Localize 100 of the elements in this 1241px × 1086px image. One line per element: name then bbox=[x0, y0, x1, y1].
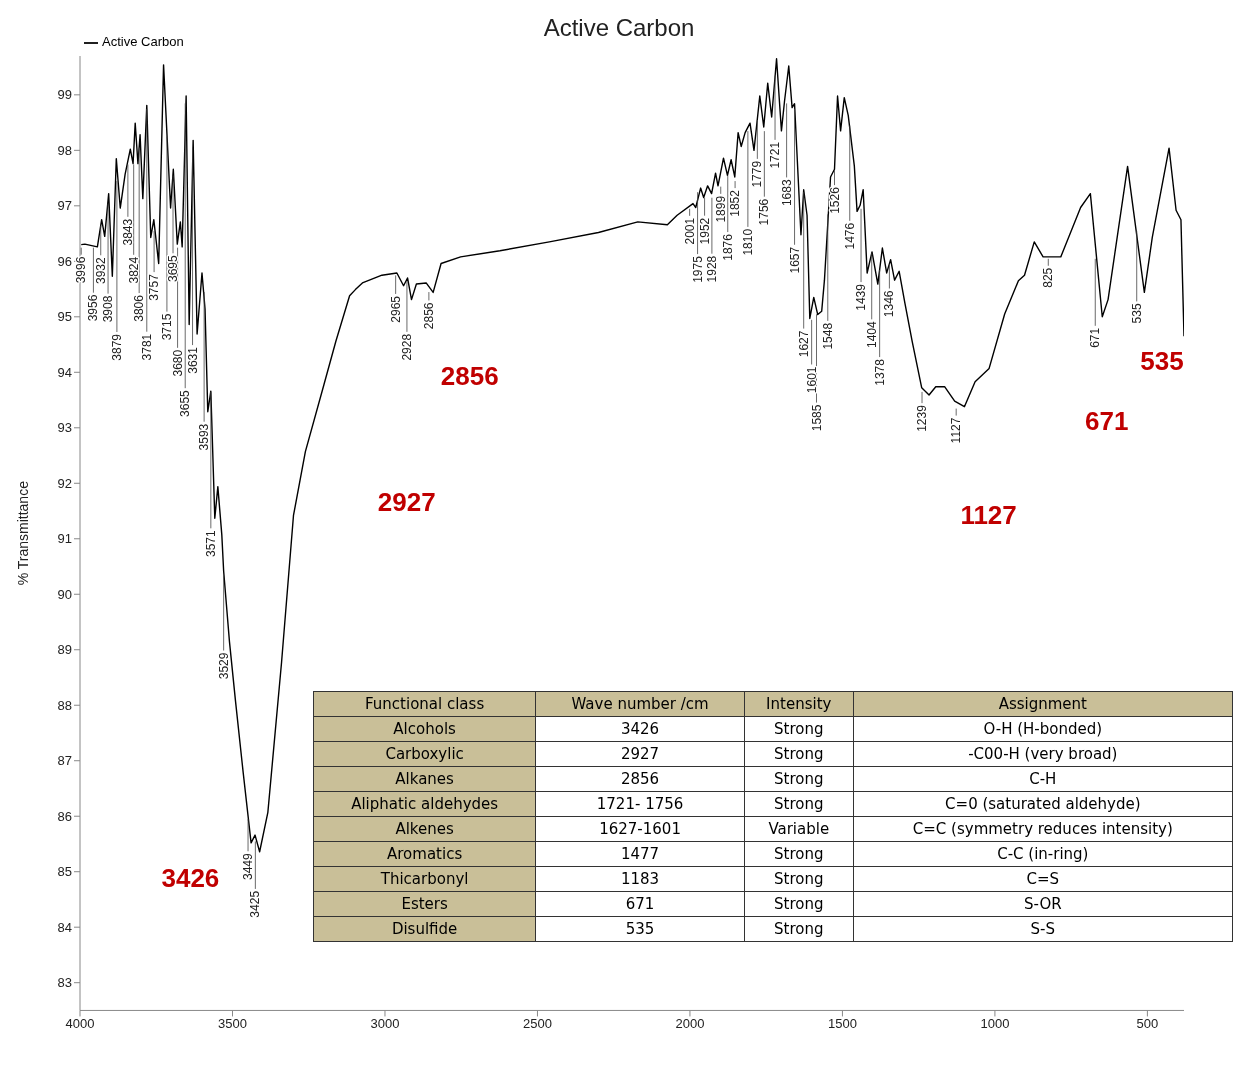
text: Aliphatic aldehydes bbox=[351, 795, 499, 813]
annotation: 3715 bbox=[159, 313, 174, 341]
annotation: 1810 bbox=[740, 228, 755, 256]
annotation: 1876 bbox=[720, 233, 735, 261]
text: Aromatics bbox=[387, 845, 463, 863]
annotation: 1627 bbox=[796, 330, 811, 358]
y-tick-label: 90 bbox=[57, 586, 72, 602]
annotation: 1683 bbox=[779, 179, 794, 207]
annotation: 3806 bbox=[132, 294, 147, 322]
x-tick-label: 2500 bbox=[523, 1015, 552, 1031]
y-tick-label: 92 bbox=[57, 475, 72, 491]
annotation: 1975 bbox=[690, 255, 705, 283]
x-tick-label: 3000 bbox=[370, 1015, 400, 1031]
x-tick-label: 4000 bbox=[65, 1015, 95, 1031]
annotation: 3449 bbox=[241, 852, 256, 880]
text: Carboxylic bbox=[385, 745, 464, 763]
annotation: 1476 bbox=[842, 222, 857, 250]
annotation: 2928 bbox=[399, 333, 414, 361]
text: Esters bbox=[401, 895, 448, 913]
text: Strong bbox=[774, 770, 824, 788]
text: C-H bbox=[1029, 770, 1057, 788]
annotation: 1439 bbox=[854, 283, 869, 311]
annotation: 1928 bbox=[704, 255, 719, 283]
y-tick-label: 88 bbox=[57, 697, 72, 713]
text: 1183 bbox=[620, 870, 660, 888]
text: Disulfide bbox=[391, 920, 458, 938]
text: S-S bbox=[1030, 920, 1056, 938]
annotation: 3824 bbox=[126, 256, 141, 284]
text: Strong bbox=[774, 920, 824, 938]
annotation: 1952 bbox=[697, 217, 712, 245]
annotation: 1127 bbox=[960, 499, 1017, 531]
annotation: 3529 bbox=[216, 652, 231, 680]
y-tick-label: 93 bbox=[57, 420, 72, 436]
annotation: 3956 bbox=[86, 294, 101, 322]
text: 2927 bbox=[620, 745, 660, 763]
y-axis-title: % Transmittance bbox=[14, 480, 31, 586]
text: Strong bbox=[774, 845, 824, 863]
annotation: 3843 bbox=[120, 218, 135, 246]
annotation: 1378 bbox=[872, 358, 887, 386]
annotation: 535 bbox=[1140, 345, 1184, 377]
annotation: 535 bbox=[1129, 303, 1144, 324]
annotation: 1404 bbox=[864, 321, 879, 349]
annotation: 825 bbox=[1041, 267, 1056, 288]
text: Alcohols bbox=[393, 720, 456, 738]
annotation: 3781 bbox=[139, 333, 154, 361]
y-tick-label: 86 bbox=[57, 808, 72, 824]
annotation: 671 bbox=[1088, 327, 1103, 348]
chart-title: Active Carbon bbox=[543, 14, 695, 41]
annotation: 1852 bbox=[728, 189, 743, 217]
y-tick-label: 83 bbox=[57, 975, 72, 991]
text: C=C (symmetry reduces intensity) bbox=[912, 820, 1173, 838]
annotation: 3593 bbox=[197, 423, 212, 451]
y-tick-label: 94 bbox=[57, 364, 72, 380]
annotation: 3655 bbox=[178, 389, 193, 417]
text: S-OR bbox=[1024, 895, 1062, 913]
annotation: 3757 bbox=[147, 273, 162, 301]
annotation: 3996 bbox=[74, 256, 89, 284]
annotation: 1548 bbox=[820, 322, 835, 350]
annotation: 2965 bbox=[388, 295, 403, 323]
x-tick-label: 1500 bbox=[827, 1015, 857, 1031]
annotation: 3571 bbox=[203, 530, 218, 558]
text: Alkenes bbox=[395, 820, 454, 838]
y-tick-label: 96 bbox=[57, 253, 72, 269]
text: C-C (in-ring) bbox=[997, 845, 1089, 863]
y-tick-label: 87 bbox=[57, 753, 72, 769]
annotation: 2001 bbox=[682, 217, 697, 245]
y-tick-label: 98 bbox=[57, 142, 72, 158]
text: Strong bbox=[774, 745, 824, 763]
y-tick-label: 89 bbox=[57, 642, 72, 658]
text: C=S bbox=[1026, 870, 1060, 888]
text: -C00-H (very broad) bbox=[968, 745, 1118, 763]
annotation: 1657 bbox=[787, 246, 802, 274]
annotation: 1585 bbox=[809, 404, 824, 432]
text: Strong bbox=[774, 870, 824, 888]
annotation: 2856 bbox=[421, 302, 436, 330]
annotation: 1899 bbox=[713, 195, 728, 223]
x-tick-label: 500 bbox=[1136, 1015, 1159, 1031]
y-tick-label: 85 bbox=[57, 864, 72, 880]
text: 1477 bbox=[620, 845, 660, 863]
x-tick-label: 1000 bbox=[980, 1015, 1010, 1031]
annotation: 2856 bbox=[440, 360, 499, 392]
x-tick-label: 2000 bbox=[675, 1015, 705, 1031]
annotation: 3426 bbox=[161, 862, 220, 894]
text: Strong bbox=[774, 895, 824, 913]
text: C=0 (saturated aldehyde) bbox=[945, 795, 1141, 813]
x-tick-label: 3500 bbox=[218, 1015, 247, 1031]
annotation: 3932 bbox=[93, 256, 108, 284]
annotation: 1601 bbox=[804, 366, 819, 394]
text: Strong bbox=[774, 795, 824, 813]
text: 1721- 1756 bbox=[596, 795, 684, 813]
y-tick-label: 95 bbox=[57, 309, 72, 325]
annotation: 671 bbox=[1085, 405, 1129, 437]
annotation: 1756 bbox=[757, 198, 772, 226]
annotation: 1526 bbox=[827, 186, 842, 214]
annotation: 3425 bbox=[248, 890, 263, 918]
text: Variable bbox=[768, 820, 830, 838]
annotation: 1779 bbox=[750, 160, 765, 188]
annotation: 2927 bbox=[377, 486, 436, 518]
legend-label: Active Carbon bbox=[102, 34, 184, 49]
category-label: Assignment bbox=[853, 691, 1233, 717]
